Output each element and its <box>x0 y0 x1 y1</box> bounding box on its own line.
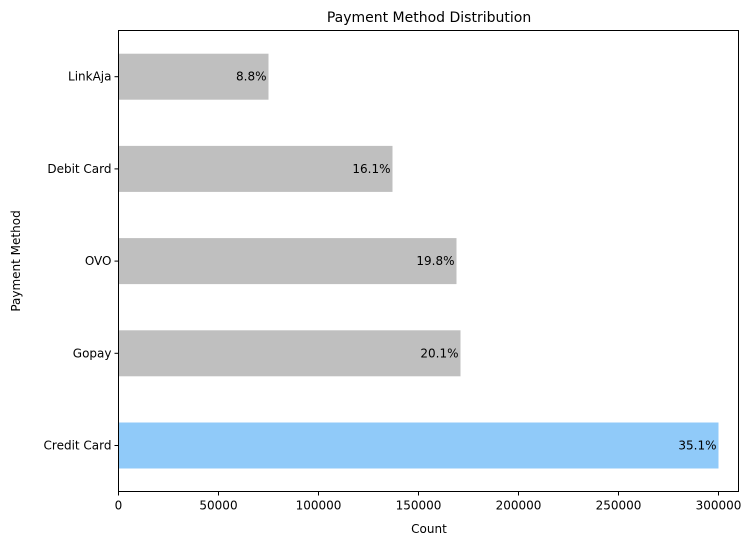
chart-title: Payment Method Distribution <box>327 10 531 26</box>
x-axis-label: Count <box>411 522 447 536</box>
x-tick-label-200000: 200000 <box>496 499 542 513</box>
bar-gopay <box>118 330 461 377</box>
y-axis-label: Payment Method <box>9 210 23 311</box>
data-label-credit-card: 35.1% <box>678 439 716 453</box>
y-tick-label-linkaja: LinkAja <box>68 70 111 84</box>
y-tick-label-credit-card: Credit Card <box>44 439 112 453</box>
y-tick-labels: Credit Card Gopay OVO Debit Card LinkAja <box>44 70 119 453</box>
x-tick-label-100000: 100000 <box>296 499 342 513</box>
plot-frame <box>118 30 739 492</box>
bar-ovo <box>118 238 457 285</box>
data-label-gopay: 20.1% <box>420 346 458 360</box>
y-tick-label-ovo: OVO <box>85 254 112 268</box>
bars-group: 35.1% 20.1% 19.8% 16.1% 8.8% <box>118 53 719 469</box>
y-tick-label-gopay: Gopay <box>73 346 112 360</box>
bar-debit-card <box>118 145 393 192</box>
x-tick-label-150000: 150000 <box>396 499 442 513</box>
bar-credit-card <box>118 422 719 469</box>
data-label-linkaja: 8.8% <box>236 70 267 84</box>
x-tick-label-0: 0 <box>115 499 123 513</box>
x-ticks: 0 50000 100000 150000 200000 250000 300000 <box>115 491 742 513</box>
data-label-ovo: 19.8% <box>416 254 454 268</box>
x-tick-label-50000: 50000 <box>199 499 237 513</box>
bar-linkaja <box>118 53 269 100</box>
x-tick-label-300000: 300000 <box>696 499 742 513</box>
data-label-debit-card: 16.1% <box>352 162 390 176</box>
x-tick-label-250000: 250000 <box>596 499 642 513</box>
y-tick-label-debit-card: Debit Card <box>47 162 111 176</box>
